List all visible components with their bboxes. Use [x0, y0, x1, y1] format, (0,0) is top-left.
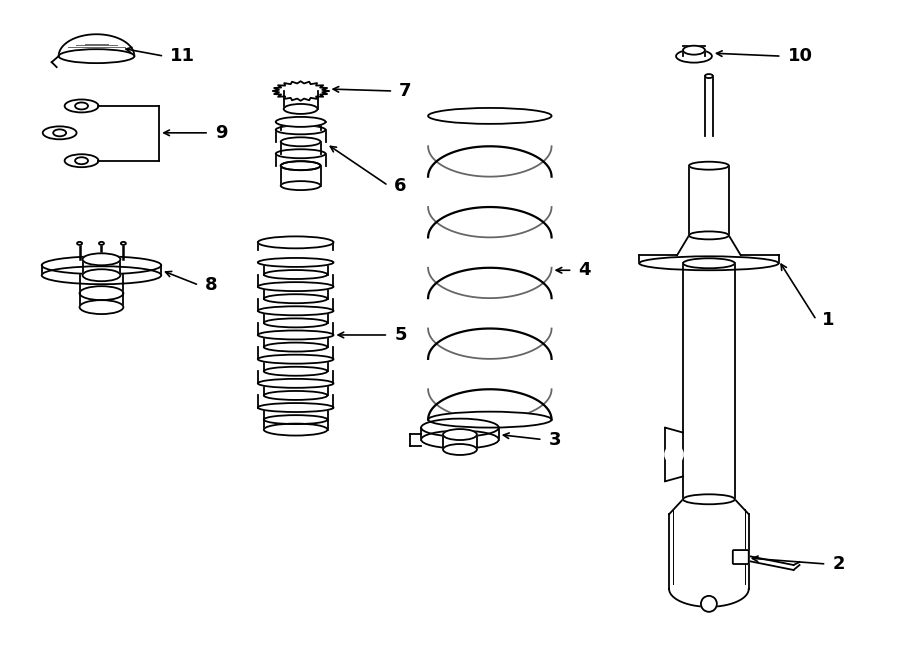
- Ellipse shape: [428, 412, 552, 428]
- Ellipse shape: [257, 379, 334, 388]
- Ellipse shape: [264, 424, 328, 436]
- Ellipse shape: [281, 181, 320, 190]
- Ellipse shape: [79, 300, 123, 314]
- Polygon shape: [273, 81, 328, 100]
- Ellipse shape: [41, 266, 161, 284]
- Text: 10: 10: [788, 47, 813, 65]
- Ellipse shape: [281, 161, 320, 170]
- Ellipse shape: [281, 161, 320, 170]
- Ellipse shape: [676, 50, 712, 63]
- Text: 4: 4: [579, 261, 591, 279]
- Ellipse shape: [683, 494, 734, 504]
- Text: 6: 6: [394, 176, 407, 194]
- Ellipse shape: [65, 154, 98, 167]
- Ellipse shape: [275, 117, 326, 127]
- Ellipse shape: [257, 330, 334, 340]
- Ellipse shape: [264, 319, 328, 327]
- Ellipse shape: [421, 430, 499, 449]
- FancyBboxPatch shape: [733, 550, 749, 564]
- Ellipse shape: [275, 126, 326, 134]
- Ellipse shape: [264, 294, 328, 303]
- Text: 8: 8: [205, 276, 218, 294]
- Ellipse shape: [281, 137, 320, 146]
- Ellipse shape: [42, 126, 76, 139]
- Ellipse shape: [58, 49, 134, 63]
- Ellipse shape: [683, 46, 705, 55]
- Ellipse shape: [83, 253, 121, 265]
- Ellipse shape: [257, 258, 334, 267]
- Ellipse shape: [121, 242, 126, 245]
- Ellipse shape: [99, 242, 104, 245]
- Ellipse shape: [683, 258, 734, 268]
- Ellipse shape: [53, 130, 66, 136]
- Text: 1: 1: [823, 311, 835, 329]
- Ellipse shape: [77, 242, 82, 245]
- Ellipse shape: [705, 74, 713, 78]
- Ellipse shape: [264, 391, 328, 400]
- Ellipse shape: [75, 102, 88, 110]
- Ellipse shape: [275, 149, 326, 158]
- Text: 5: 5: [394, 326, 407, 344]
- Ellipse shape: [264, 270, 328, 279]
- Text: 9: 9: [215, 124, 228, 142]
- Ellipse shape: [41, 256, 161, 274]
- Text: 11: 11: [170, 47, 195, 65]
- Text: 2: 2: [832, 555, 845, 573]
- Ellipse shape: [264, 367, 328, 375]
- Ellipse shape: [75, 157, 88, 164]
- Ellipse shape: [83, 269, 121, 281]
- Ellipse shape: [443, 444, 477, 455]
- Ellipse shape: [689, 231, 729, 239]
- Circle shape: [701, 596, 717, 612]
- Ellipse shape: [428, 108, 552, 124]
- Ellipse shape: [257, 237, 334, 249]
- Ellipse shape: [443, 429, 477, 440]
- Text: 7: 7: [400, 82, 411, 100]
- Ellipse shape: [281, 118, 320, 126]
- Ellipse shape: [257, 355, 334, 364]
- Ellipse shape: [284, 104, 318, 114]
- Ellipse shape: [689, 162, 729, 170]
- Ellipse shape: [264, 415, 328, 424]
- Ellipse shape: [257, 282, 334, 291]
- Ellipse shape: [264, 342, 328, 352]
- Ellipse shape: [257, 306, 334, 315]
- Ellipse shape: [79, 286, 123, 300]
- Ellipse shape: [667, 447, 681, 461]
- Ellipse shape: [257, 403, 334, 412]
- Text: 3: 3: [549, 430, 561, 449]
- Ellipse shape: [65, 99, 98, 112]
- Ellipse shape: [421, 418, 499, 436]
- Ellipse shape: [639, 256, 778, 270]
